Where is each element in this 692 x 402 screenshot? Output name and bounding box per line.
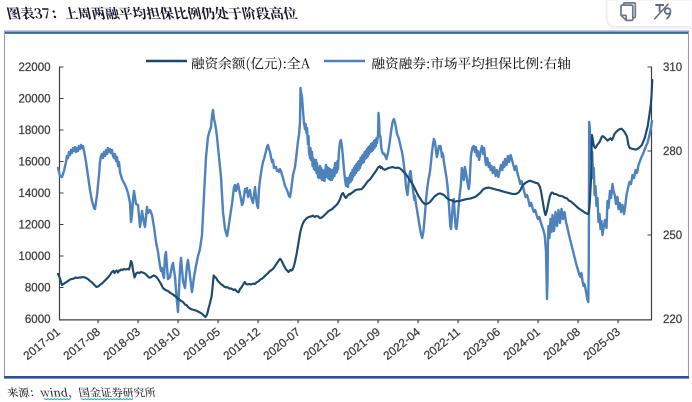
svg-text:8000: 8000 xyxy=(25,283,51,295)
svg-text:220: 220 xyxy=(663,314,682,326)
svg-text:280: 280 xyxy=(663,146,682,158)
svg-text:12000: 12000 xyxy=(19,220,51,232)
svg-text:20000: 20000 xyxy=(19,94,51,106)
svg-text:250: 250 xyxy=(663,230,682,242)
svg-text:18000: 18000 xyxy=(19,125,51,137)
svg-text:6000: 6000 xyxy=(25,314,51,326)
svg-text:14000: 14000 xyxy=(19,188,51,200)
svg-text:310: 310 xyxy=(663,62,682,74)
svg-text:22000: 22000 xyxy=(19,62,51,74)
svg-text:16000: 16000 xyxy=(19,157,51,169)
svg-text:10000: 10000 xyxy=(19,251,51,263)
